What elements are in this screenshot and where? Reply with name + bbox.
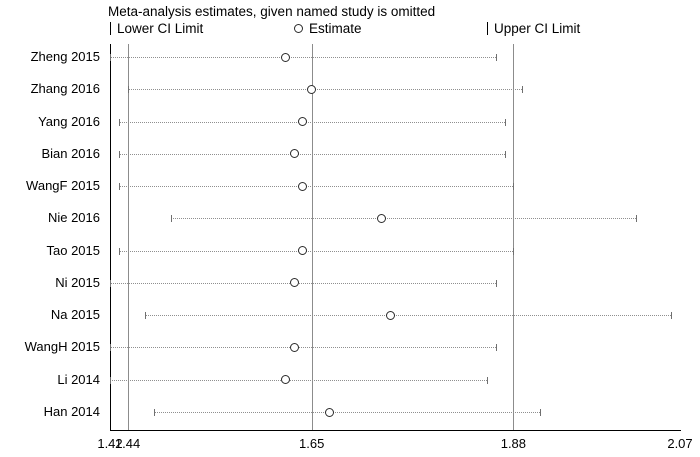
- lower-ci-cap: [110, 54, 111, 61]
- legend-lower-ci-limit: Lower CI Limit: [110, 21, 203, 36]
- x-axis-tick-label: 1.88: [500, 436, 527, 451]
- confidence-interval-line: [110, 57, 496, 58]
- estimate-marker: [280, 52, 290, 62]
- x-axis-tick-label: 1.42: [97, 436, 123, 451]
- upper-ci-cap: [495, 279, 497, 287]
- upper-ci-tick-icon: [487, 22, 488, 35]
- study-label: Tao 2015: [46, 242, 101, 258]
- upper-ci-cap: [495, 54, 497, 61]
- lower-ci-cap: [127, 86, 129, 94]
- confidence-interval-line: [153, 412, 540, 413]
- confidence-interval-line: [127, 89, 523, 91]
- confidence-interval-line: [110, 347, 496, 349]
- estimate-marker: [280, 375, 290, 385]
- lower-ci-cap: [110, 376, 111, 384]
- estimate-marker: [307, 84, 317, 94]
- study-label: Li 2014: [57, 371, 100, 387]
- upper-ci-cap: [539, 409, 541, 416]
- estimate-marker: [289, 149, 299, 159]
- upper-ci-cap: [487, 376, 489, 384]
- estimate-circle-icon: [294, 24, 303, 33]
- estimate-marker: [298, 181, 308, 191]
- study-label: Nie 2016: [47, 210, 100, 226]
- reference-line: [513, 44, 515, 430]
- legend-estimate-label: Estimate: [309, 21, 362, 36]
- reference-line: [127, 44, 129, 430]
- upper-ci-cap: [495, 344, 497, 352]
- upper-ci-cap: [513, 183, 515, 191]
- lower-ci-cap: [110, 344, 111, 352]
- study-label: WangF 2015: [26, 178, 100, 194]
- confidence-interval-line: [110, 282, 496, 284]
- reference-line: [311, 44, 313, 430]
- lower-ci-cap: [145, 312, 147, 320]
- chart-title: Meta-analysis estimates, given named stu…: [108, 4, 436, 19]
- x-axis-tick-label: 1.65: [299, 436, 325, 451]
- upper-ci-cap: [513, 247, 515, 255]
- lower-ci-tick-icon: [110, 22, 111, 35]
- lower-ci-cap: [118, 247, 120, 255]
- confidence-interval-line: [110, 379, 488, 381]
- study-label: Ni 2015: [55, 274, 100, 290]
- study-label: Na 2015: [50, 307, 100, 323]
- study-label: Han 2014: [43, 404, 100, 419]
- lower-ci-cap: [118, 118, 120, 126]
- study-label: WangH 2015: [24, 339, 100, 355]
- x-axis-tick-label: 1.44: [114, 436, 141, 451]
- estimate-marker: [289, 278, 299, 288]
- legend-estimate: Estimate: [294, 21, 362, 36]
- study-label: Yang 2016: [38, 113, 100, 129]
- study-label: Bian 2016: [41, 145, 100, 161]
- upper-ci-cap: [504, 118, 506, 126]
- confidence-interval-line: [118, 153, 505, 155]
- estimate-marker: [377, 213, 387, 223]
- study-label: Zheng 2015: [30, 49, 100, 64]
- upper-ci-cap: [504, 150, 506, 158]
- lower-ci-cap: [118, 183, 120, 191]
- estimate-marker: [298, 117, 308, 127]
- lower-ci-cap: [153, 409, 155, 416]
- confidence-interval-line: [171, 218, 637, 220]
- lower-ci-cap: [118, 150, 120, 158]
- lower-ci-cap: [110, 279, 111, 287]
- confidence-interval-line: [118, 121, 505, 123]
- upper-ci-cap: [636, 215, 638, 223]
- estimate-marker: [386, 310, 396, 320]
- estimate-marker: [324, 407, 334, 417]
- estimate-marker: [298, 246, 308, 256]
- confidence-interval-line: [145, 315, 672, 317]
- study-label: Zhang 2016: [30, 81, 100, 97]
- confidence-interval-line: [118, 186, 514, 188]
- legend-upper-ci-label: Upper CI Limit: [494, 21, 581, 36]
- legend-lower-ci-label: Lower CI Limit: [117, 21, 204, 36]
- legend-upper-ci-limit: Upper CI Limit: [487, 21, 580, 36]
- confidence-interval-line: [118, 250, 514, 252]
- lower-ci-cap: [171, 215, 173, 223]
- y-axis-line: [110, 44, 111, 430]
- x-axis-line: [110, 430, 681, 431]
- upper-ci-cap: [522, 86, 524, 94]
- upper-ci-cap: [671, 312, 673, 320]
- estimate-marker: [289, 342, 299, 352]
- x-axis-tick-label: 2.07: [667, 436, 693, 451]
